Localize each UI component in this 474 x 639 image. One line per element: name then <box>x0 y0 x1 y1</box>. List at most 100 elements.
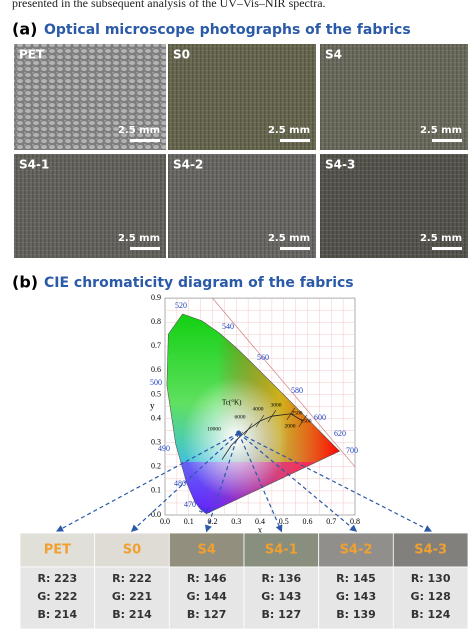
temperature-label: 6000 <box>235 414 246 420</box>
y-tick-label: 0.0 <box>151 510 161 519</box>
panel-label: (b) <box>12 273 38 292</box>
photo-grid: PET 2.5 mm S0 2.5 mm S4 2.5 mm S4-1 2.5 mm S4-2 2… <box>14 44 468 258</box>
temperature-label: 3000 <box>271 402 282 408</box>
scale-bar <box>432 139 462 142</box>
sample-name: S4-1 <box>265 543 298 558</box>
rgb-value: R: 223 <box>37 572 77 585</box>
x-tick-label: 0.1 <box>184 517 194 526</box>
wavelength-label: 500 <box>150 378 162 387</box>
y-tick-label: 0.3 <box>151 438 161 447</box>
rgb-value: G: 221 <box>112 590 152 603</box>
value-cell <box>19 566 96 630</box>
temperature-label: 4000 <box>253 406 264 412</box>
scale-label: 2.5 mm <box>118 233 160 244</box>
pointer-arrow <box>205 432 240 533</box>
photo-texture <box>320 44 468 150</box>
photo-label: S4-3 <box>325 158 355 172</box>
rgb-value: G: 128 <box>411 590 451 603</box>
scale-bar <box>432 247 462 250</box>
rgb-value: R: 136 <box>261 572 301 585</box>
scale-bar <box>280 139 310 142</box>
value-cell <box>94 566 170 630</box>
rgb-value: G: 143 <box>261 590 301 603</box>
y-tick-label: 0.4 <box>151 413 161 422</box>
rgb-value: B: 124 <box>411 608 451 621</box>
color-table: PET R: 223 G: 222 B: 214 S0 R: 222 G: 221 B: 21… <box>19 430 469 630</box>
value-cell <box>243 566 320 630</box>
header-cell <box>392 532 469 568</box>
isotherm <box>255 414 265 428</box>
rgb-value: B: 127 <box>262 608 302 621</box>
isotherm <box>286 407 296 420</box>
pointer-arrow <box>238 432 283 533</box>
photo-label: S0 <box>173 48 190 62</box>
x-tick-label: 0.3 <box>231 517 241 526</box>
y-tick-label: 0.5 <box>151 389 161 398</box>
x-tick-label: 0.2 <box>208 517 218 526</box>
gamut-outline <box>166 313 341 515</box>
y-tick-label: 0.8 <box>151 317 161 326</box>
scale-bar <box>130 139 160 142</box>
temperature-label: 2000 <box>285 423 296 429</box>
rgb-value: G: 144 <box>187 590 228 603</box>
pointer-arrow <box>130 432 240 532</box>
pointer-arrow <box>238 432 358 532</box>
pointer-arrow <box>238 432 432 532</box>
x-tick-label: 0.4 <box>255 517 265 526</box>
scale-label: 2.5 mm <box>420 233 462 244</box>
rgb-value: B: 214 <box>112 608 152 621</box>
header-cell <box>318 532 394 568</box>
panel-title: Optical microscope photographs of the fa… <box>44 22 411 38</box>
wavelength-label: 490 <box>158 444 170 453</box>
diagonal <box>212 297 356 468</box>
wavelength-label: 470 <box>184 500 196 509</box>
y-tick-label: 0.7 <box>151 341 161 350</box>
rgb-value: B: 127 <box>187 608 227 621</box>
x-tick-label: 0.8 <box>350 517 360 526</box>
wavelength-label: 700 <box>346 446 358 455</box>
scale-label: 2.5 mm <box>420 125 462 136</box>
header-cell <box>168 532 245 568</box>
y-tick-label: 0.6 <box>151 365 161 374</box>
y-tick-label: 0.9 <box>151 293 161 302</box>
scale-label: 2.5 mm <box>268 125 310 136</box>
value-cell <box>392 566 469 630</box>
photo <box>14 44 166 150</box>
wavelength-label: 480 <box>174 479 186 488</box>
sample-name: S0 <box>123 543 141 558</box>
photo-label: S4 <box>325 48 342 62</box>
wavelength-label: 460 <box>199 506 211 515</box>
temperature-label: 10000 <box>207 426 221 432</box>
rgb-value: G: 222 <box>37 590 77 603</box>
wavelength-label: 580 <box>291 386 303 395</box>
temperature-label: 2500 <box>292 410 303 416</box>
photo-texture <box>168 154 316 258</box>
value-cell <box>318 566 394 630</box>
x-tick-label: 0.6 <box>303 517 313 526</box>
photo-label: S4-2 <box>173 158 203 172</box>
isotherm <box>267 410 277 423</box>
sample-name: S4-2 <box>340 543 373 558</box>
rgb-value: G: 143 <box>336 590 376 603</box>
scale-bar <box>130 247 160 250</box>
wavelength-label: 520 <box>175 301 187 310</box>
rgb-value: R: 146 <box>187 572 227 585</box>
sample-name: S4 <box>197 543 215 558</box>
photo-texture <box>168 44 316 150</box>
rgb-value: R: 222 <box>112 572 152 585</box>
rgb-value: B: 139 <box>336 608 376 621</box>
photo-label: S4-1 <box>19 158 49 172</box>
photo-texture <box>14 154 166 258</box>
panel-label: (a) <box>12 20 37 39</box>
cie-diagram: 0.0 0.1 0.2 0.3 0.4 0.5 0.6 0.7 0.8 0.9 0.8 0.7 0.6 0… <box>150 293 360 535</box>
x-axis-label: x <box>258 525 263 535</box>
pointer-arrow <box>56 432 239 532</box>
photo-texture <box>320 154 468 258</box>
isotherm <box>243 423 253 436</box>
wavelength-label: 600 <box>314 413 326 422</box>
scale-bar <box>280 247 310 250</box>
scale-label: 2.5 mm <box>118 125 160 136</box>
wavelength-label: 540 <box>222 322 234 331</box>
rgb-value: R: 130 <box>411 572 451 585</box>
